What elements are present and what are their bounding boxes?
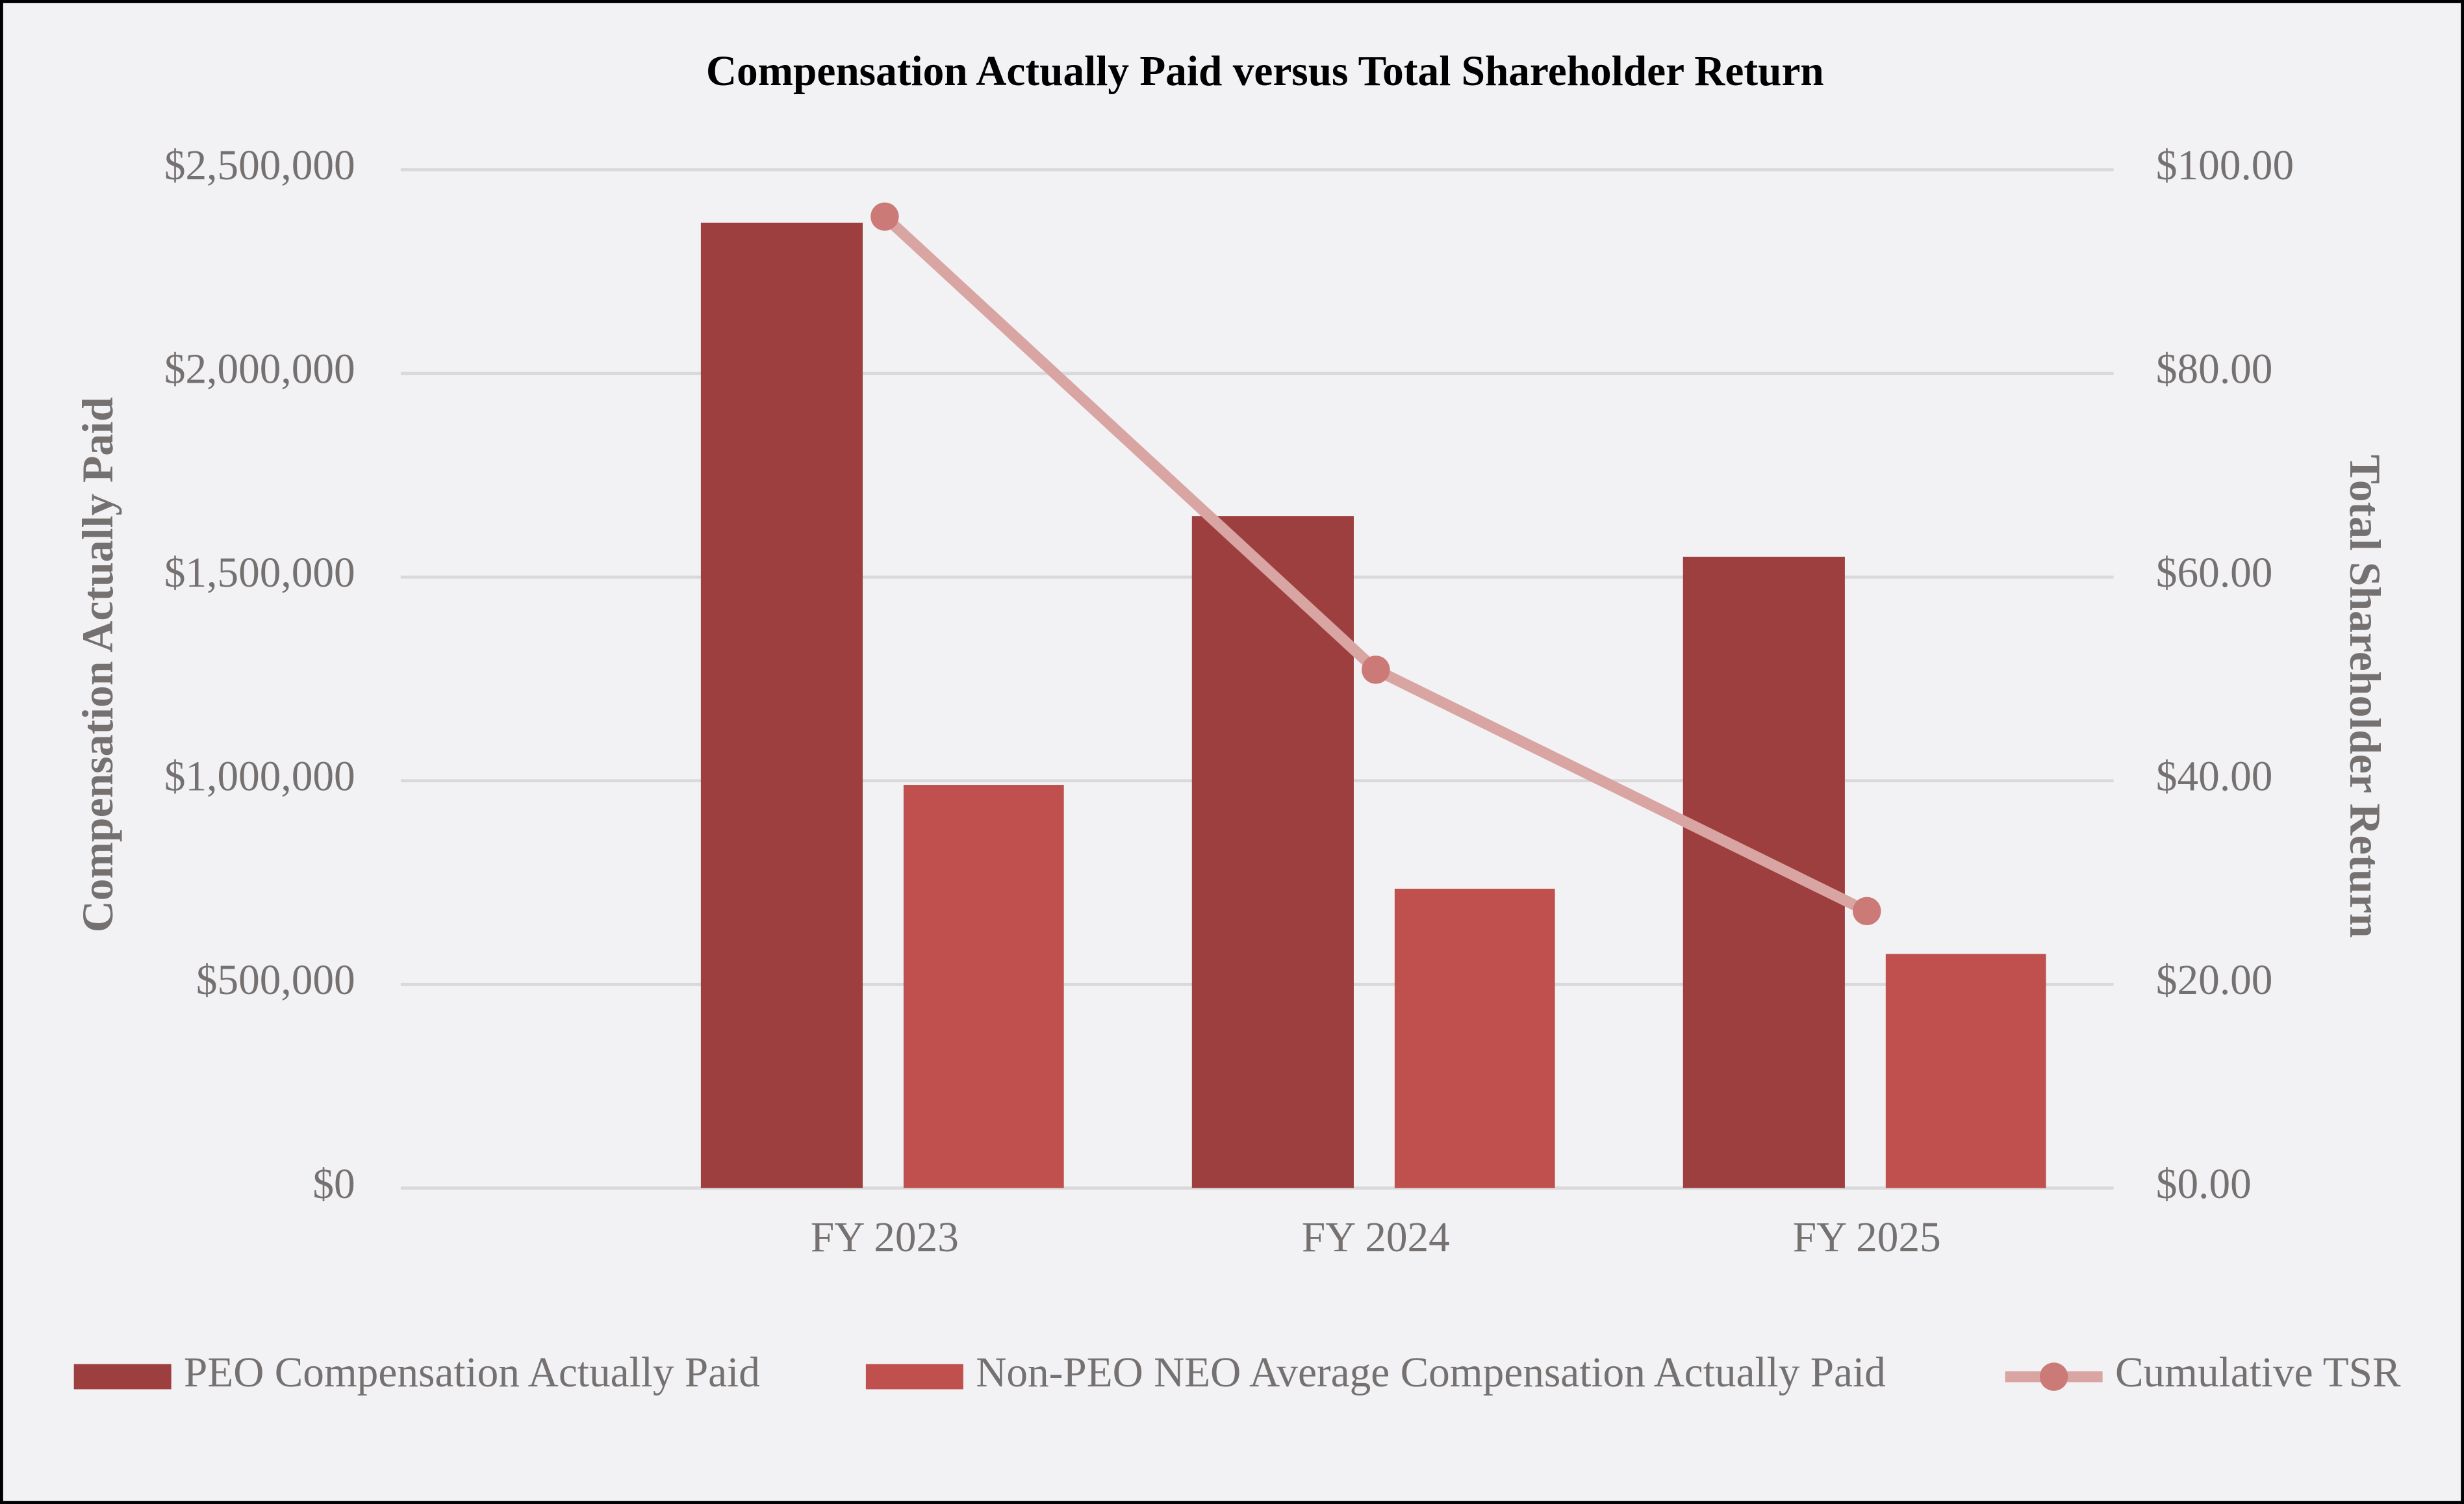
bar — [1191, 516, 1354, 1188]
legend-swatch — [2039, 1362, 2068, 1391]
line-marker — [1362, 656, 1390, 684]
x-tick-label: FY 2024 — [1302, 1214, 1450, 1261]
bar — [1394, 888, 1555, 1188]
y-tick-label: $1,500,000 — [164, 550, 355, 596]
y2-tick-label: $40.00 — [2156, 754, 2273, 800]
y2-tick-label: $20.00 — [2156, 957, 2273, 1004]
y-tick-label: $0 — [312, 1161, 355, 1208]
legend-label: Non-PEO NEO Average Compensation Actuall… — [976, 1349, 1886, 1396]
x-tick-label: FY 2025 — [1793, 1214, 1941, 1261]
legend-swatch — [73, 1364, 171, 1390]
y2-tick-label: $0.00 — [2156, 1161, 2252, 1208]
y-axis-title: Compensation Actually Paid — [73, 397, 122, 932]
line-marker — [870, 202, 899, 231]
y2-tick-label: $60.00 — [2156, 550, 2273, 596]
bar — [903, 785, 1064, 1188]
chart-title: Compensation Actually Paid versus Total … — [706, 48, 1824, 95]
y-tick-label: $500,000 — [196, 957, 355, 1004]
legend-label: Cumulative TSR — [2115, 1349, 2401, 1396]
legend-swatch — [865, 1364, 963, 1390]
x-tick-label: FY 2023 — [811, 1214, 959, 1261]
y2-tick-label: $100.00 — [2156, 142, 2294, 189]
y-tick-label: $2,000,000 — [164, 346, 355, 393]
bar — [700, 222, 863, 1188]
y-tick-label: $1,000,000 — [164, 754, 355, 800]
bar — [1885, 954, 2046, 1188]
y2-tick-label: $80.00 — [2156, 346, 2273, 393]
legend-label: PEO Compensation Actually Paid — [184, 1349, 760, 1396]
y-tick-label: $2,500,000 — [164, 142, 355, 189]
line-marker — [1853, 897, 1881, 926]
bar — [1683, 556, 1845, 1188]
y2-axis-title: Total Shareholder Return — [2341, 455, 2389, 938]
